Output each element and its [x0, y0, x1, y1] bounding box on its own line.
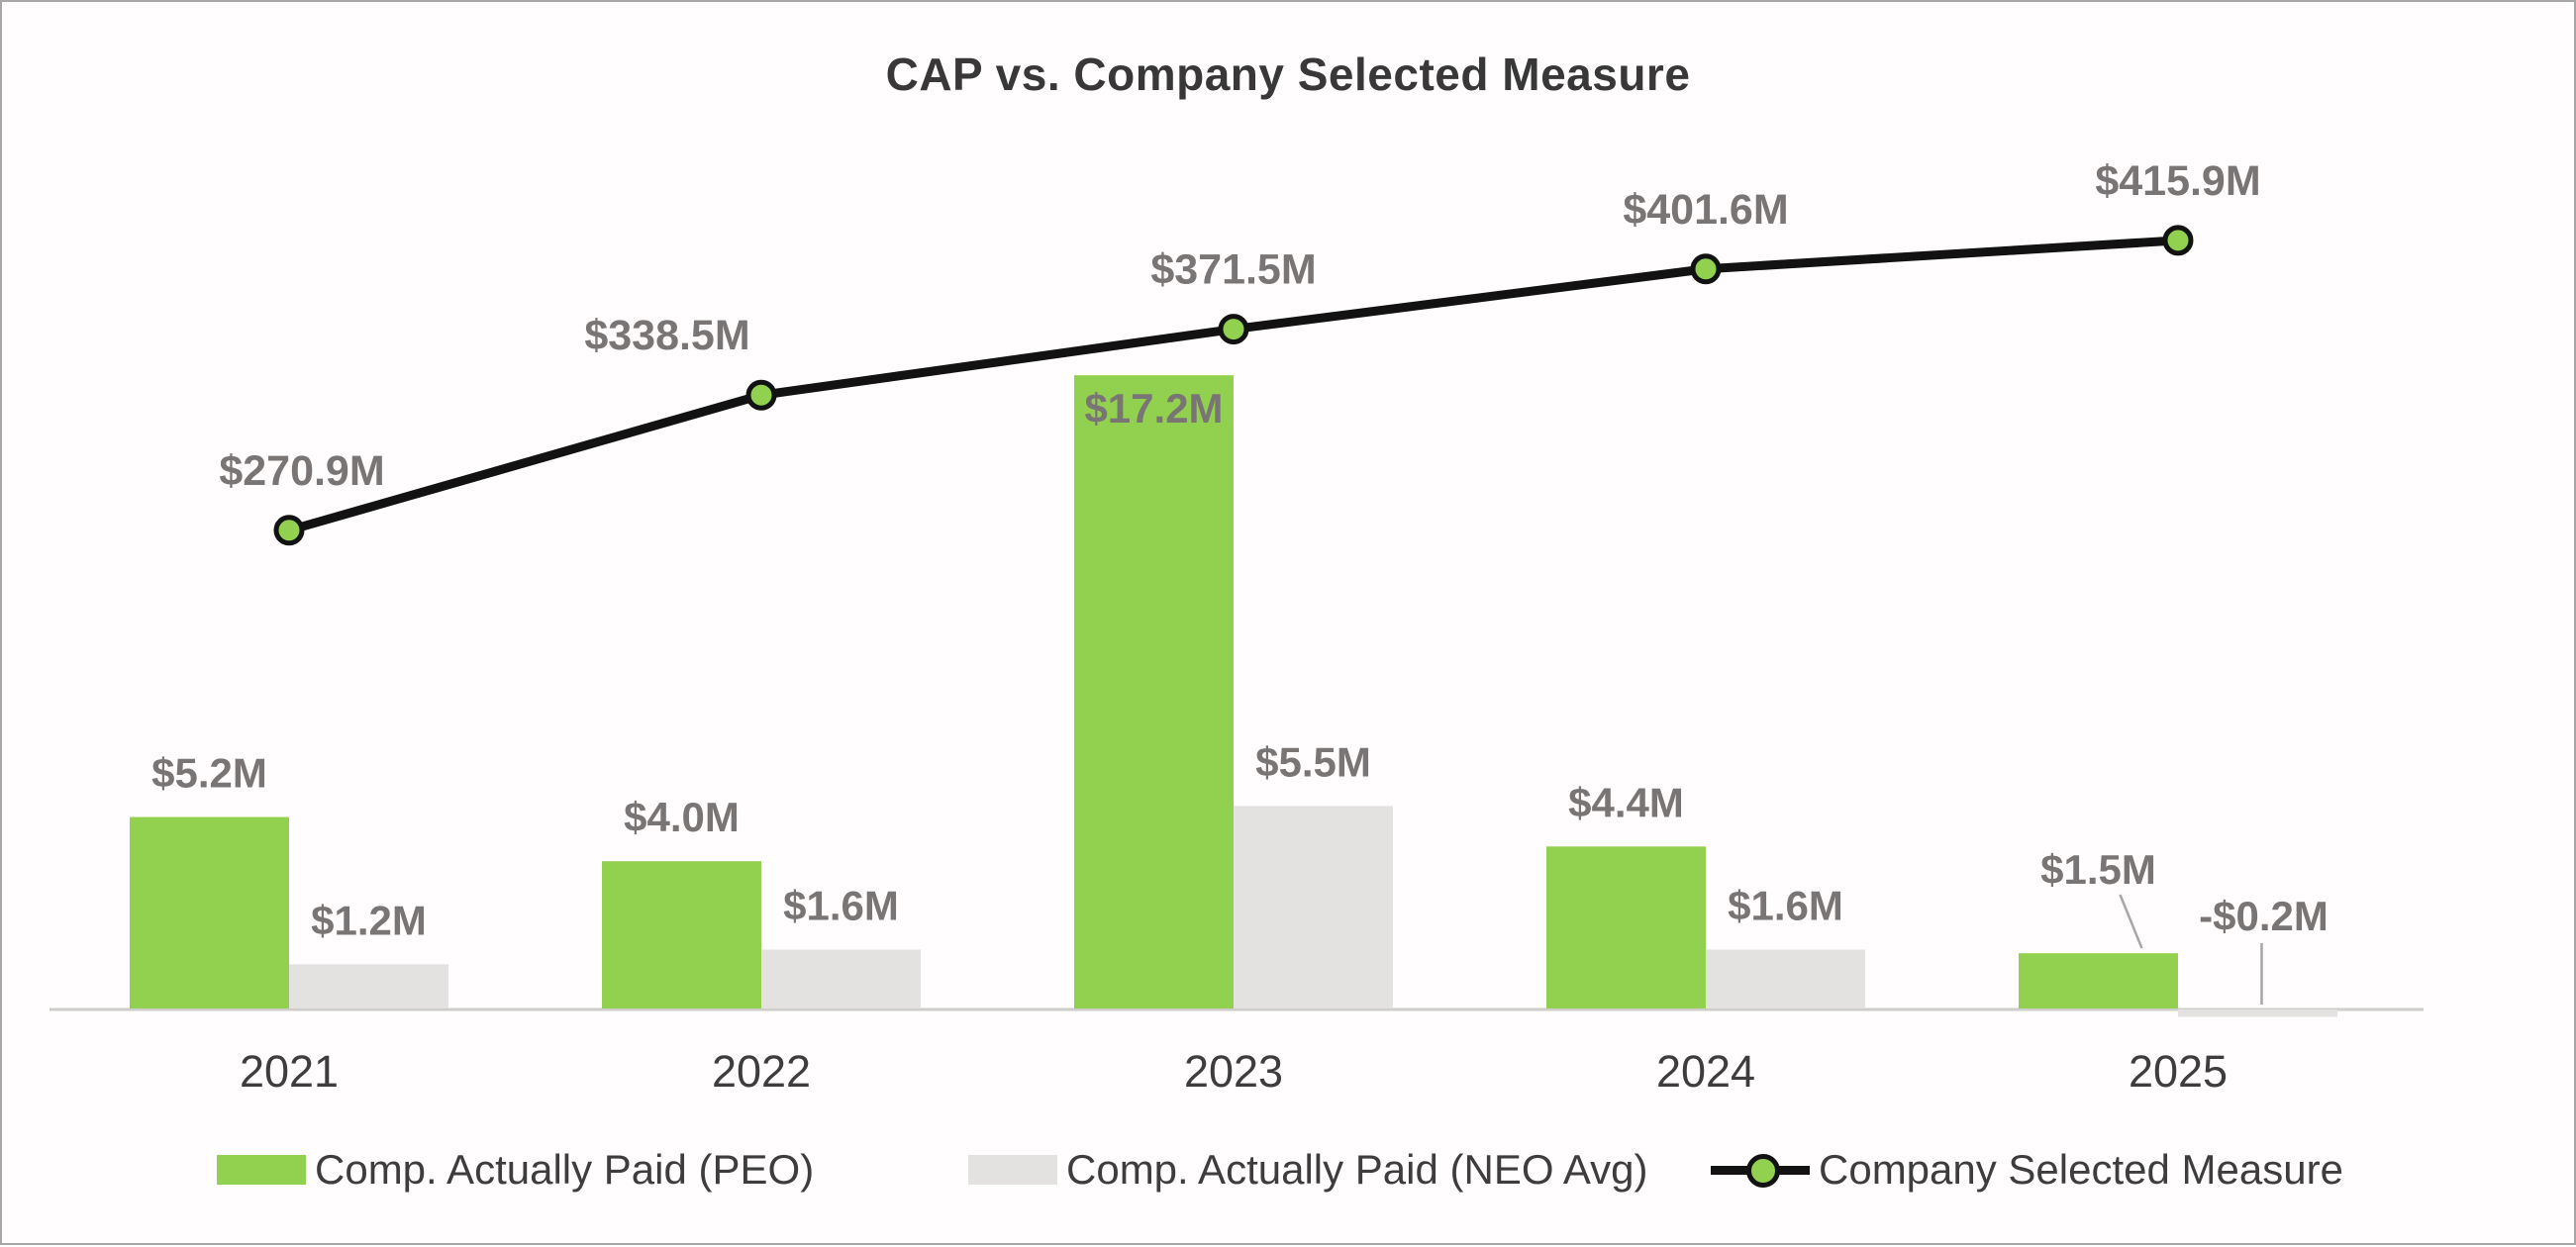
bar-label-neo-2024: $1.6M: [1728, 882, 1843, 928]
bar-peo-2025: [2019, 953, 2178, 1008]
csm-marker-2023: [1218, 314, 1249, 345]
bar-label-peo-2022: $4.0M: [624, 794, 740, 840]
legend-swatch-neo: [968, 1155, 1057, 1185]
bar-label-neo-2025: -$0.2M: [2199, 893, 2328, 939]
bar-label-neo-2021: $1.2M: [311, 897, 427, 943]
line-label-2024: $401.6M: [1623, 186, 1788, 234]
csm-marker-2025: [2162, 225, 2194, 256]
bar-label-neo-2022: $1.6M: [783, 882, 899, 928]
line-label-2025: $415.9M: [2095, 157, 2260, 205]
x-tick-2023: 2023: [1184, 1046, 1283, 1097]
line-label-2022: $338.5M: [584, 312, 749, 359]
x-tick-2021: 2021: [240, 1046, 339, 1097]
legend-item-csm: Company Selected Measure: [1711, 1140, 2343, 1199]
bar-label-peo-2024: $4.4M: [1568, 779, 1684, 825]
line-label-2023: $371.5M: [1150, 246, 1316, 294]
x-tick-2022: 2022: [712, 1046, 811, 1097]
line-label-2021: $270.9M: [219, 447, 384, 495]
legend-label-neo: Comp. Actually Paid (NEO Avg): [1066, 1146, 1648, 1193]
bar-peo-2024: [1546, 846, 1706, 1008]
legend-label-peo: Comp. Actually Paid (PEO): [315, 1146, 815, 1193]
leader-line-peo: [2119, 894, 2143, 949]
bar-label-peo-2021: $5.2M: [151, 750, 267, 797]
chart-legend: Comp. Actually Paid (PEO) Comp. Actually…: [2, 1140, 2574, 1209]
csm-marker-2024: [1690, 253, 1722, 285]
bar-peo-2022: [602, 861, 761, 1008]
csm-marker-2022: [745, 379, 777, 411]
bar-label-peo-2025: $1.5M: [2040, 846, 2156, 893]
bar-label-peo-2023: $17.2M: [1084, 385, 1223, 432]
legend-label-csm: Company Selected Measure: [1819, 1146, 2343, 1193]
legend-line-marker-icon: [1746, 1154, 1780, 1188]
legend-swatch-peo: [217, 1155, 306, 1185]
bar-peo-2021: [130, 816, 289, 1008]
bar-neo-2021: [289, 964, 448, 1008]
x-tick-2025: 2025: [2129, 1046, 2228, 1097]
legend-item-neo: Comp. Actually Paid (NEO Avg): [968, 1140, 1647, 1199]
bar-peo-2023: [1074, 375, 1234, 1008]
legend-line-sample-icon: [1711, 1152, 1810, 1188]
bar-neo-2025: [2178, 1009, 2337, 1017]
bar-label-neo-2023: $5.5M: [1255, 738, 1371, 785]
chart-title: CAP vs. Company Selected Measure: [885, 48, 1691, 100]
legend-item-peo: Comp. Actually Paid (PEO): [217, 1140, 814, 1199]
bar-neo-2024: [1706, 949, 1865, 1008]
x-tick-2024: 2024: [1656, 1046, 1755, 1097]
bar-neo-2023: [1234, 806, 1393, 1008]
bar-neo-2022: [761, 949, 921, 1008]
csm-marker-2021: [273, 515, 305, 546]
